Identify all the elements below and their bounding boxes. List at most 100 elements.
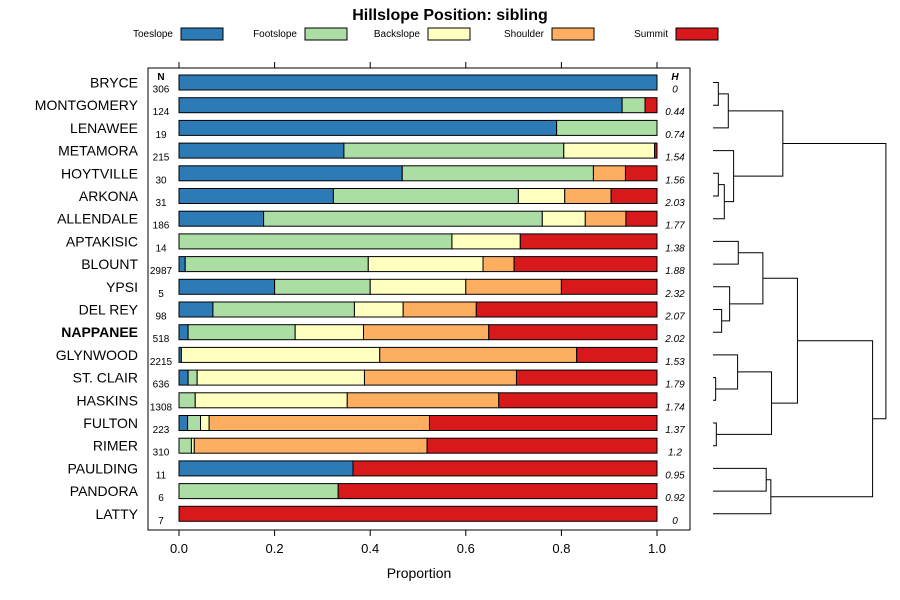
row-labels: BRYCE MONTGOMERY LENAWEE METAMORA HOYTVILLE A…	[35, 75, 139, 522]
h-label: 2.03	[664, 198, 685, 209]
row-label: APTAKISIC	[66, 233, 138, 249]
bar-segment-paulding-summit	[352, 460, 658, 477]
bar-segment-allendale-summit	[625, 210, 658, 227]
h-label: 0.74	[665, 130, 685, 141]
bar-segment-nappanee-backslope	[294, 324, 365, 341]
row-label: RIMER	[93, 438, 138, 454]
row-label: DEL REY	[79, 302, 139, 318]
bar-segment-hoytville-summit	[624, 165, 658, 182]
n-label: 5	[158, 289, 164, 300]
row-label: GLYNWOOD	[56, 347, 138, 363]
bar-segment-paulding-toeslope	[178, 460, 354, 477]
legend-swatch-toeslope	[180, 27, 224, 41]
n-label: 2987	[150, 266, 173, 277]
bar-segment-arkona-shoulder	[564, 188, 612, 204]
dendrogram-link	[713, 422, 717, 447]
h-label: 1.88	[665, 266, 685, 277]
h-label: 2.32	[664, 289, 685, 300]
h-label: 1.54	[665, 153, 685, 164]
dendrogram-link	[716, 371, 773, 435]
n-label: 186	[153, 221, 170, 232]
x-axis: 0.0 0.2 0.4 0.6 0.8 1.0	[170, 62, 666, 556]
dendrogram-link	[782, 143, 887, 420]
bar-segment-allendale-backslope	[541, 210, 586, 227]
bar-segment-fulton-shoulder	[208, 415, 430, 431]
dendrogram-link	[713, 150, 735, 203]
n-label: 6	[158, 493, 164, 504]
n-label: 98	[155, 312, 167, 323]
bar-segment-glynwood-shoulder	[379, 346, 578, 363]
bar-segment-glynwood-backslope	[180, 346, 381, 363]
bar-segment-aptakisic-footslope	[178, 233, 453, 250]
dendrogram	[713, 82, 887, 515]
legend-label-footslope: Footslope	[253, 29, 297, 40]
bar-segment-st-clair-backslope	[196, 369, 365, 386]
h-label: 1.37	[665, 425, 685, 436]
bar-segment-ypsi-toeslope	[178, 278, 276, 295]
row-label: PANDORA	[70, 483, 139, 499]
bar-segment-fulton-backslope	[200, 415, 210, 431]
n-label: 19	[155, 130, 167, 141]
bar-segment-fulton-toeslope	[178, 415, 189, 431]
h-label: 1.79	[665, 380, 685, 391]
h-label: 0.44	[665, 107, 685, 118]
h-label: 1.38	[665, 243, 685, 254]
bar-segment-latty-summit	[178, 505, 658, 522]
bar-segment-lenawee-toeslope	[178, 119, 558, 136]
dendrogram-link	[728, 110, 784, 177]
plot-frame	[147, 67, 691, 531]
bar-segment-bryce-toeslope	[178, 74, 658, 91]
dendrogram-link	[713, 467, 767, 492]
bars-group	[178, 74, 658, 522]
bar-segment-metamora-summit	[654, 142, 658, 159]
n-label: 124	[153, 107, 170, 118]
row-label: PAULDING	[67, 460, 138, 476]
dendrogram-link	[713, 240, 739, 265]
h-label: 0	[672, 516, 678, 527]
bar-segment-rimer-shoulder	[193, 437, 428, 454]
n-labels: 306 124 19 215 30 31 186 14 2987 5 98 518 2215 636 130…	[150, 85, 173, 527]
bar-segment-haskins-shoulder	[346, 392, 500, 409]
dendrogram-link	[713, 354, 739, 390]
h-column-header: H	[671, 72, 679, 83]
n-label: 518	[153, 334, 170, 345]
bar-segment-haskins-footslope	[178, 392, 196, 409]
bar-segment-montgomery-toeslope	[178, 97, 623, 114]
n-label: 306	[153, 85, 170, 96]
bar-segment-blount-toeslope	[178, 256, 186, 273]
row-label: LATTY	[95, 506, 138, 522]
h-label: 1.77	[665, 221, 685, 232]
bar-segment-blount-summit	[513, 256, 658, 273]
legend-label-summit: Summit	[634, 29, 668, 40]
bar-segment-rimer-summit	[426, 437, 658, 454]
bar-segment-blount-backslope	[367, 256, 484, 273]
row-label: LENAWEE	[70, 120, 138, 136]
bar-segment-ypsi-backslope	[369, 278, 467, 295]
h-label: 1.74	[665, 402, 685, 413]
bar-segment-hoytville-toeslope	[178, 165, 403, 182]
bar-segment-ypsi-shoulder	[465, 278, 562, 295]
dendrogram-link	[713, 479, 772, 515]
x-tick-label: 1.0	[648, 541, 666, 556]
n-label: 7	[158, 516, 164, 527]
row-label: ALLENDALE	[57, 211, 138, 227]
row-label: METAMORA	[58, 143, 139, 159]
n-label: 636	[153, 380, 170, 391]
dendrogram-link	[713, 82, 719, 106]
legend-swatch-backslope	[427, 27, 471, 41]
n-label: 1308	[150, 402, 173, 413]
bar-segment-metamora-toeslope	[178, 142, 345, 159]
bar-segment-fulton-footslope	[187, 415, 202, 431]
n-label: 223	[153, 425, 170, 436]
n-column-header: N	[157, 72, 164, 83]
h-label: 0.92	[665, 493, 685, 504]
bar-segment-del-rey-toeslope	[178, 301, 214, 318]
bar-segment-haskins-backslope	[194, 392, 348, 409]
n-label: 11	[156, 470, 167, 481]
bar-segment-del-rey-shoulder	[402, 301, 477, 318]
x-tick-label: 0.4	[361, 541, 379, 556]
bar-segment-hoytville-shoulder	[592, 165, 626, 182]
bar-segment-blount-footslope	[184, 256, 369, 273]
